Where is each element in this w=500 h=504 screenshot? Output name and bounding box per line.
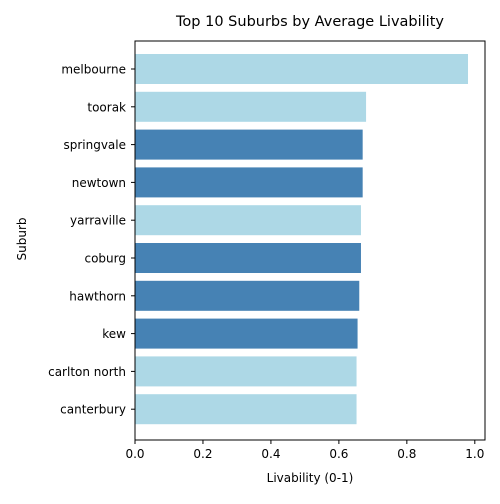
chart-title: Top 10 Suburbs by Average Livability — [175, 14, 444, 30]
y-tick-label: yarraville — [70, 214, 126, 228]
bar-canterbury — [135, 394, 357, 425]
x-tick-label: 1.0 — [465, 447, 484, 461]
bar-newtown — [135, 167, 363, 198]
bar-melbourne — [135, 54, 469, 84]
y-tick-label: coburg — [84, 252, 126, 266]
plot-frame — [134, 40, 486, 441]
bar-coburg — [135, 243, 361, 273]
y-tick-label: canterbury — [60, 403, 126, 417]
bar-toorak — [135, 91, 367, 122]
x-tick-label: 0.4 — [261, 447, 280, 461]
bars-layer — [135, 54, 469, 425]
y-tick-label: hawthorn — [69, 289, 126, 303]
x-tick-label: 0.2 — [193, 447, 212, 461]
y-tick-label: carlton north — [48, 365, 126, 379]
bar-yarraville — [135, 205, 361, 236]
y-axis-label: Suburb — [15, 218, 29, 261]
y-tick-label: kew — [102, 327, 126, 341]
x-tick-label: 0.8 — [397, 447, 416, 461]
x-axis-label: Livability (0-1) — [267, 471, 354, 485]
y-tick-label: toorak — [87, 100, 126, 114]
y-tick-label: newtown — [72, 176, 126, 190]
x-tick-label: 0.6 — [329, 447, 348, 461]
x-ticks-layer: 0.0 0.2 0.4 0.6 0.8 1.0 — [125, 440, 484, 461]
x-tick-label: 0.0 — [125, 447, 144, 461]
bar-kew — [135, 318, 358, 349]
bar-springvale — [135, 129, 363, 160]
bar-carlton-north — [135, 356, 357, 387]
y-ticks-layer: melbourne toorak springvale newtown yarravil… — [48, 63, 135, 417]
bar-hawthorn — [135, 280, 360, 311]
y-tick-label: melbourne — [61, 63, 126, 77]
y-tick-label: springvale — [63, 138, 126, 152]
